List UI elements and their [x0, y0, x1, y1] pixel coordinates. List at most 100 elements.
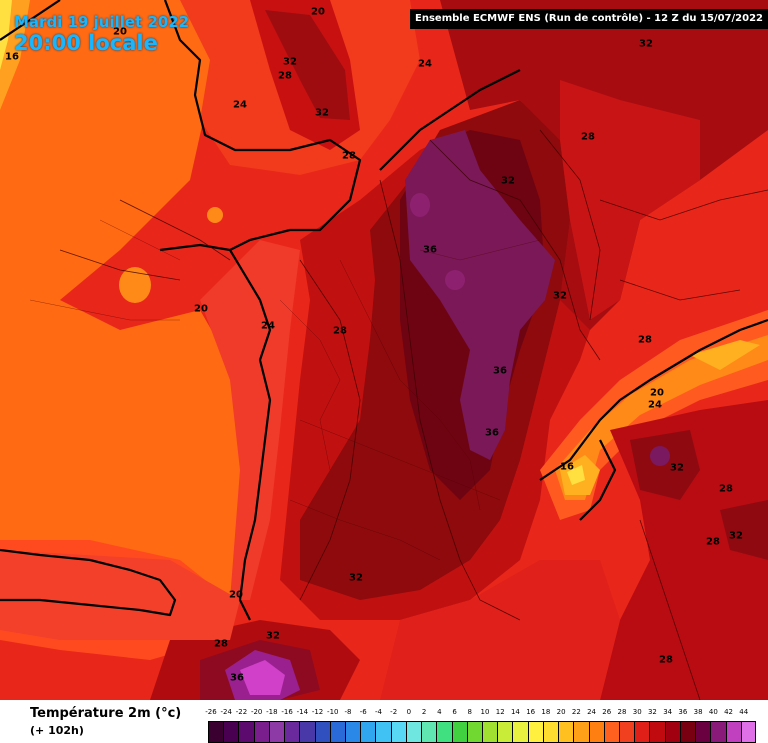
scale-tick-label: 40	[708, 708, 718, 716]
scale-tick-label: 28	[617, 708, 627, 716]
scale-tick-label: 10	[480, 708, 490, 716]
scale-tick-label: -6	[359, 708, 367, 716]
scale-swatch	[421, 721, 437, 743]
contour-label: 28	[706, 536, 720, 548]
temp-band-uk-32	[265, 10, 350, 120]
scale-swatch	[466, 721, 482, 743]
scale-swatch	[695, 721, 711, 743]
temp-band-med	[380, 560, 620, 700]
scale-swatch	[725, 721, 741, 743]
scale-swatch	[223, 721, 239, 743]
scale-swatch	[405, 721, 422, 743]
map-canvas	[0, 0, 768, 700]
contour-label: 28	[333, 325, 347, 337]
scale-tick-label: -26	[205, 708, 217, 716]
scale-swatch	[664, 721, 680, 743]
contour-label: 32	[266, 630, 280, 642]
scale-swatch	[299, 721, 315, 743]
contour-label: 28	[638, 334, 652, 346]
scale-tick-label: -2	[390, 708, 398, 716]
temp-band-alps-20	[555, 335, 768, 500]
scale-tick-label: 30	[632, 708, 642, 716]
scale-frame	[208, 721, 756, 743]
scale-tick-label: 44	[739, 708, 749, 716]
scale-tick-label: -18	[266, 708, 278, 716]
contour-label: 28	[581, 131, 595, 143]
contour-label: 36	[423, 244, 437, 256]
scale-swatch	[345, 721, 361, 743]
model-run-banner: Ensemble ECMWF ENS (Run de contrôle) - 1…	[410, 9, 768, 29]
scale-swatch	[497, 721, 513, 743]
regions	[29, 219, 541, 561]
contour-label: 20	[194, 303, 208, 315]
scale-swatch	[451, 721, 467, 743]
temp-band-northeast-28	[560, 80, 700, 320]
temp-blob-22	[119, 267, 151, 303]
temperature-map	[0, 0, 768, 700]
contour-label: 20	[311, 6, 325, 18]
scale-tick-label: -24	[220, 708, 232, 716]
map-footer: Température 2m (°c) (+ 102h) -26 -24 -2 2 -2…	[0, 700, 768, 743]
contour-label: 36	[485, 427, 499, 439]
contour-label: 32	[670, 462, 684, 474]
scale-swatch	[329, 721, 345, 743]
scale-swatch	[512, 721, 528, 743]
scale-tick-label: 18	[541, 708, 551, 716]
temp-band-20-west	[0, 0, 250, 620]
scale-swatch	[649, 721, 665, 743]
scale-tick-label: -14	[296, 708, 309, 716]
scale-swatch	[588, 721, 604, 743]
temp-blob-italy-36	[650, 446, 670, 466]
scale-tick-label: 8	[467, 708, 472, 716]
scale-tick-label: 26	[602, 708, 612, 716]
scale-swatch	[619, 721, 635, 743]
scale-tick-label: -12	[311, 708, 324, 716]
scale-tick-label: 2	[421, 708, 427, 716]
scale-swatch	[482, 721, 498, 743]
scale-swatch	[268, 721, 285, 743]
temp-band-36-core	[405, 130, 555, 460]
coastlines	[0, 0, 768, 621]
scale-swatch	[710, 721, 726, 743]
contour-label: 36	[493, 365, 507, 377]
scale-tick-label: 32	[647, 708, 657, 716]
parameter-title: Température 2m (°c)	[30, 706, 182, 721]
scale-tick-label: 20	[556, 708, 566, 716]
scale-swatch	[238, 721, 254, 743]
scale-swatch	[527, 721, 543, 743]
contour-label: 20	[113, 26, 127, 38]
lead-time: (+ 102h)	[30, 724, 84, 737]
scale-swatch	[634, 721, 650, 743]
scale-tick-label: 4	[437, 708, 442, 716]
temp-blob-36a	[410, 193, 430, 217]
contour-label: 28	[214, 638, 228, 650]
scale-swatch	[253, 721, 269, 743]
scale-tick-label: 34	[663, 708, 673, 716]
scale-tick-label: 22	[571, 708, 581, 716]
forecast-date: Mardi 19 juillet 2022	[14, 13, 190, 31]
scale-tick-label: 12	[495, 708, 505, 716]
contour-label: 32	[501, 175, 515, 187]
scale-swatch	[390, 721, 406, 743]
scale-swatch	[603, 721, 619, 743]
contour-label: 24	[233, 99, 247, 111]
scale-swatch	[284, 721, 300, 743]
scale-swatch	[573, 721, 589, 743]
contour-label: 20	[650, 387, 664, 399]
scale-tick-label: 38	[693, 708, 703, 716]
color-scale: -26 -24 -22 -20 -18 -16 -14 -12 -10 -8 -6 -4 -2 0 2 4 6 8…	[205, 708, 756, 743]
scale-tick-label: 16	[526, 708, 536, 716]
scale-swatch	[360, 721, 376, 743]
temp-blob-22b	[207, 207, 223, 223]
scale-tick-label: -16	[281, 708, 293, 716]
scale-tick-label: -4	[374, 708, 382, 716]
temp-band-alps-12	[567, 465, 585, 485]
temp-band-biscay	[0, 550, 240, 640]
temp-band-spain-40	[240, 660, 285, 695]
scale-tick-label: -10	[327, 708, 339, 716]
contour-label: 32	[349, 572, 363, 584]
scale-swatch	[375, 721, 391, 743]
scale-tick-label: 24	[587, 708, 597, 716]
scale-tick-label: -20	[250, 708, 263, 716]
temp-blob-36b	[445, 270, 465, 290]
